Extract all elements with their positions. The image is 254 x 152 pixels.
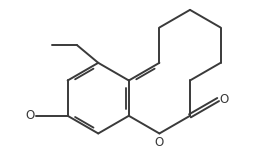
Text: O: O (25, 109, 35, 122)
Text: O: O (219, 93, 229, 106)
Text: O: O (155, 136, 164, 149)
